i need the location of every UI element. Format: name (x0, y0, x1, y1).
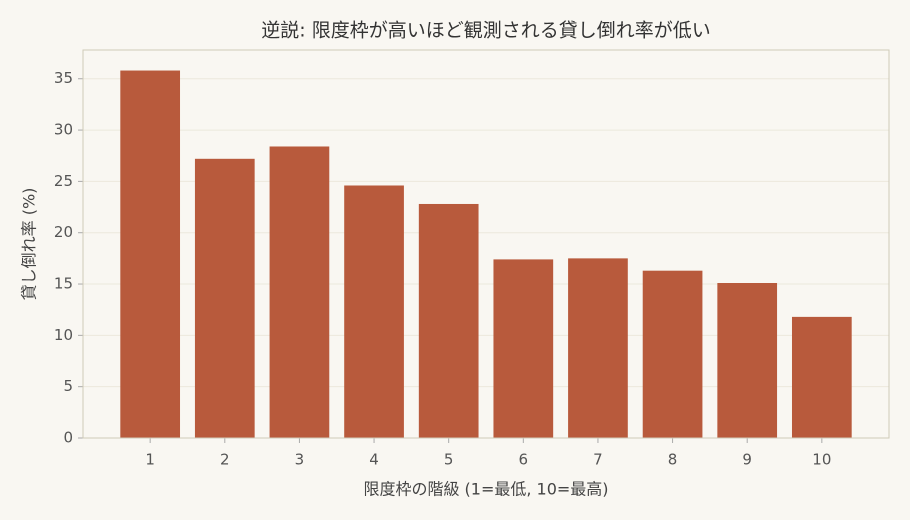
bar (642, 270, 703, 438)
y-tick-label: 35 (54, 69, 73, 87)
x-tick-label: 8 (668, 451, 678, 469)
x-tick-label: 4 (369, 451, 379, 469)
x-tick-label: 6 (519, 451, 529, 469)
bar (194, 158, 255, 438)
y-tick-label: 0 (63, 429, 73, 447)
x-tick-label: 10 (812, 451, 831, 469)
bar (269, 146, 330, 439)
y-tick-label: 25 (54, 172, 73, 190)
x-tick-label: 9 (742, 451, 752, 469)
x-tick-label: 7 (593, 451, 603, 469)
x-tick-label: 1 (145, 451, 155, 469)
y-tick-label: 20 (54, 223, 73, 241)
y-tick-label: 15 (54, 275, 73, 293)
bar (717, 283, 778, 438)
y-tick-label: 10 (54, 326, 73, 344)
bar (568, 258, 628, 438)
bar (120, 70, 181, 438)
bar (418, 203, 479, 438)
y-tick-label: 5 (63, 377, 73, 395)
bar (791, 316, 852, 438)
plot-frame (82, 49, 890, 439)
bar (493, 259, 554, 438)
x-tick-label: 2 (220, 451, 230, 469)
x-tick-label: 3 (295, 451, 305, 469)
y-axis-label: 貸し倒れ率 (%) (20, 188, 39, 301)
y-tick-label: 30 (54, 121, 73, 139)
chart-title: 逆説: 限度枠が高いほど観測される貸し倒れ率が低い (261, 20, 710, 42)
x-axis-label: 限度枠の階級 (1=最低, 10=最高) (363, 480, 608, 499)
x-tick-label: 5 (444, 451, 454, 469)
bar (344, 185, 404, 438)
